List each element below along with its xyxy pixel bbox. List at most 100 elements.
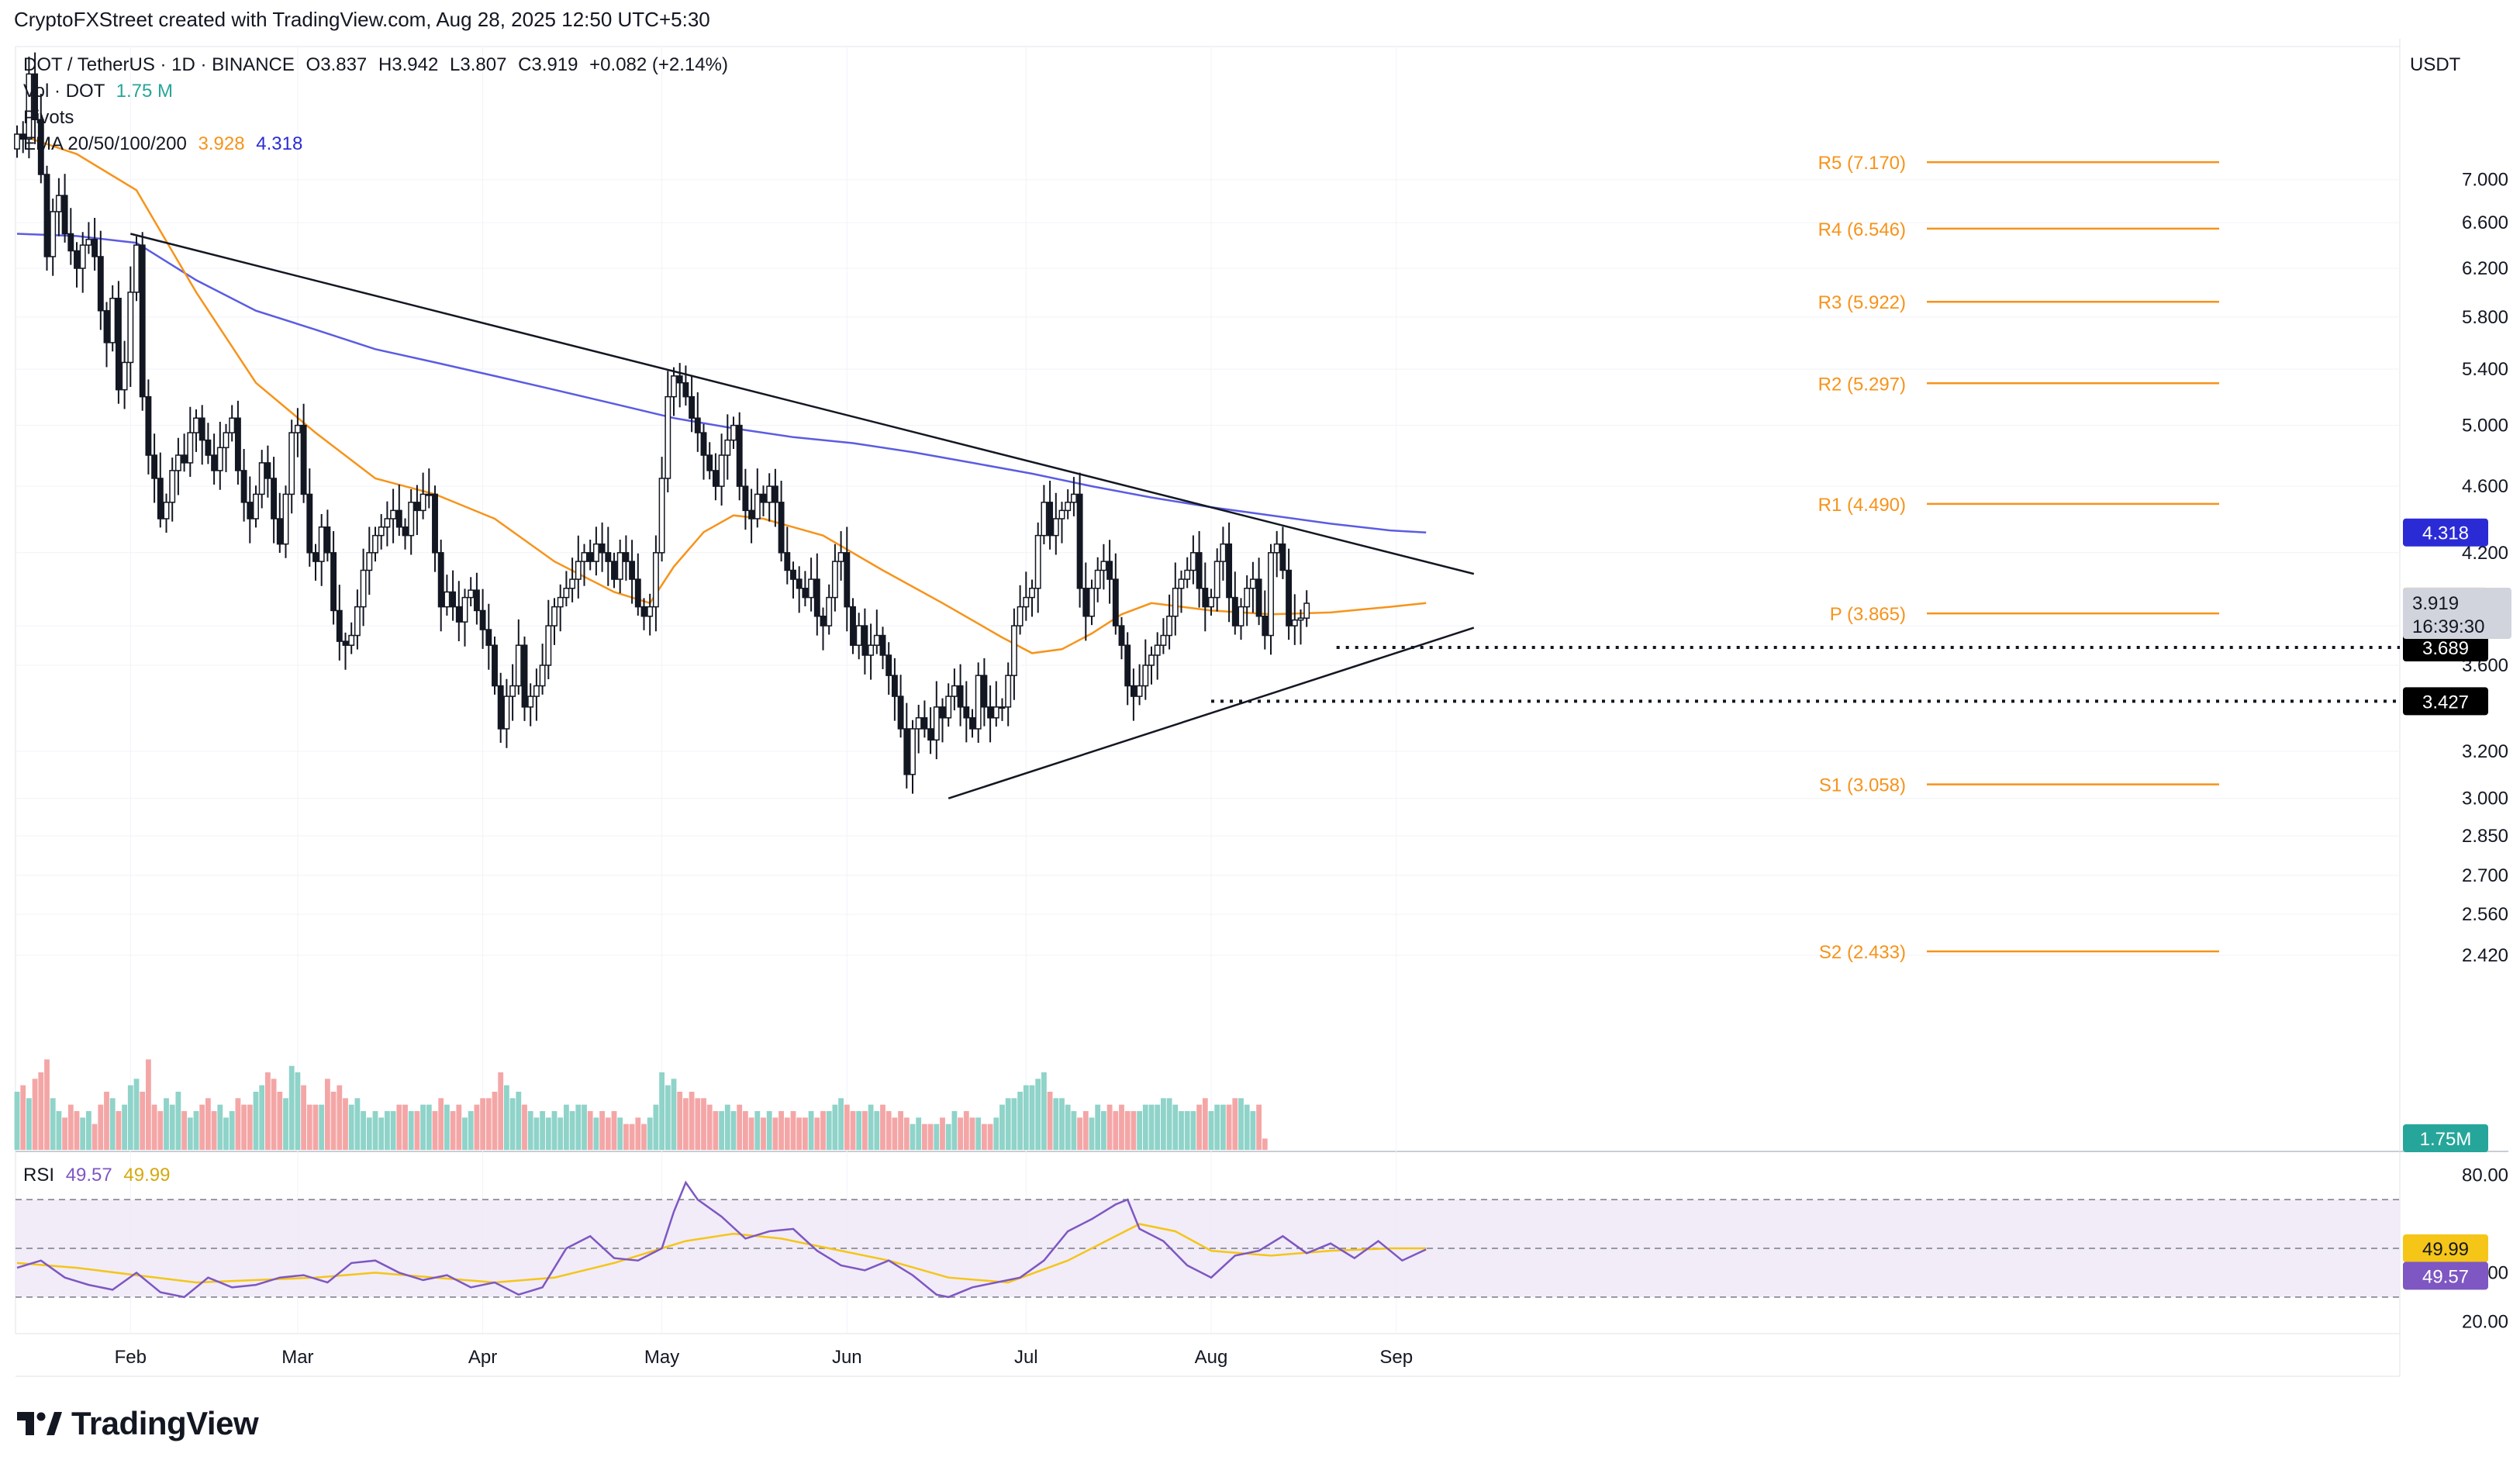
volume-bar (1256, 1104, 1262, 1150)
candle-body (1148, 654, 1155, 666)
volume-bar (151, 1104, 157, 1150)
volume-bar (1166, 1098, 1172, 1150)
candle-body (492, 644, 498, 687)
volume-bar (706, 1104, 713, 1150)
volume-bar (259, 1085, 265, 1150)
ema50-value: 3.928 (198, 133, 245, 154)
volume-bar (599, 1111, 605, 1150)
volume-bar (617, 1117, 623, 1150)
candle-body (539, 664, 546, 687)
volume-bar (1220, 1104, 1226, 1150)
candle-body (1047, 502, 1054, 537)
volume-bar (832, 1104, 838, 1150)
candle-body (605, 552, 612, 562)
price-tick-label: 2.850 (2462, 826, 2508, 847)
volume-bar (558, 1117, 564, 1150)
rsi-legend[interactable]: RSI 49.57 49.99 (23, 1165, 170, 1186)
candle-body (611, 561, 617, 580)
volume-bar (1142, 1104, 1148, 1150)
candle-body (981, 675, 988, 708)
candle-body (1231, 596, 1238, 626)
volume-bar (74, 1111, 80, 1150)
candle-body (360, 569, 367, 608)
candle-body (1154, 644, 1161, 656)
volume-bar (814, 1117, 820, 1150)
volume-value: 1.75 M (116, 81, 173, 102)
candle-body (1112, 578, 1119, 626)
candle-body (336, 609, 343, 642)
volume-bar (426, 1104, 432, 1150)
volume-bar (283, 1098, 288, 1150)
volume-bar (62, 1117, 67, 1150)
candle-body (689, 395, 696, 419)
candle-body (468, 589, 475, 599)
time-tick-label: Sep (1379, 1347, 1413, 1368)
candle-body (55, 195, 62, 212)
volume-bar (109, 1098, 116, 1150)
volume-legend[interactable]: Vol · DOT 1.75 M (23, 81, 173, 102)
currency-label[interactable]: USDT (2410, 54, 2461, 75)
ema-legend[interactable]: EMA 20/50/100/200 3.928 4.318 (23, 133, 302, 155)
candle-body (1202, 588, 1209, 608)
candle-body (629, 561, 636, 580)
volume-bar (468, 1111, 474, 1150)
candle-body (324, 526, 331, 554)
volume-bar (361, 1111, 366, 1150)
candle-body (945, 696, 952, 719)
volume-bar (20, 1085, 26, 1150)
volume-bar (1053, 1098, 1059, 1150)
volume-bar (91, 1124, 98, 1150)
volume-bar (330, 1092, 337, 1150)
candle-body (312, 552, 319, 562)
candle-body (790, 569, 796, 580)
ema200-value: 4.318 (256, 133, 303, 154)
candle-body (868, 644, 875, 656)
volume-bar (1196, 1104, 1202, 1150)
pivots-legend[interactable]: Pivots (23, 107, 74, 129)
candle-body (509, 685, 516, 697)
candle-body (706, 454, 713, 471)
candle-body (1094, 569, 1101, 589)
symbol-legend[interactable]: DOT / TetherUS · 1D · BINANCE O3.837 H3.… (23, 54, 728, 76)
time-tick-label: May (644, 1347, 679, 1368)
candle-body (390, 509, 397, 519)
volume-bar (1124, 1111, 1131, 1150)
volume-bar (885, 1111, 892, 1150)
volume-bar (277, 1092, 283, 1150)
candle-body (50, 211, 57, 257)
candle-body (157, 478, 164, 519)
candle-body (927, 728, 934, 741)
chart-header: CryptoFXStreet created with TradingView.… (14, 8, 710, 31)
volume-bar (432, 1111, 438, 1150)
candle-body (569, 578, 576, 589)
candle-body (599, 543, 606, 554)
time-tick-label: Aug (1195, 1347, 1228, 1368)
candle-body (837, 552, 844, 562)
candle-body (282, 493, 289, 545)
candle-body (234, 417, 241, 471)
volume-bar (1262, 1138, 1268, 1150)
volume-bar (1005, 1098, 1011, 1150)
candle-body (247, 502, 254, 519)
pivot-label: R1 (4.490) (1818, 495, 1906, 516)
candle-body (1029, 588, 1035, 599)
candle-body (181, 454, 188, 464)
rsi-badge: 49.57 (2422, 1266, 2469, 1287)
volume-bar (784, 1117, 790, 1150)
volume-bar (408, 1111, 414, 1150)
volume-bar (1071, 1111, 1077, 1150)
volume-bar (850, 1111, 856, 1150)
candle-body (873, 634, 880, 646)
candle-body (1220, 543, 1227, 562)
candle-body (366, 552, 373, 571)
volume-bar (32, 1079, 38, 1150)
candle-body (85, 239, 92, 246)
candle-body (216, 447, 223, 471)
candle-body (813, 578, 820, 617)
volume-bar (874, 1111, 880, 1150)
candle-body (432, 493, 438, 554)
candle-body (127, 292, 134, 364)
candle-body (939, 706, 946, 719)
tradingview-logo[interactable]: TradingView (17, 1405, 259, 1442)
